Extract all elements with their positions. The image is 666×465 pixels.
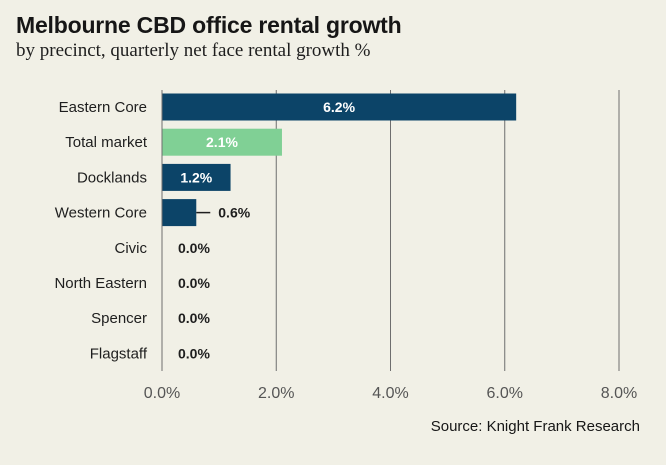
x-tick-label: 6.0% — [487, 385, 523, 402]
data-label: 6.2% — [323, 99, 355, 115]
category-label: Western Core — [55, 205, 147, 222]
data-label: 0.0% — [178, 345, 210, 361]
x-tick-label: 0.0% — [144, 385, 180, 402]
data-label: 2.1% — [206, 134, 238, 150]
x-tick-label: 8.0% — [601, 385, 637, 402]
x-tick-label: 4.0% — [372, 385, 408, 402]
x-tick-label: 2.0% — [258, 385, 294, 402]
data-label: 0.0% — [178, 275, 210, 291]
category-label: Civic — [115, 240, 148, 257]
data-label: 0.0% — [178, 310, 210, 326]
category-label: Eastern Core — [59, 99, 147, 116]
data-label: 0.0% — [178, 240, 210, 256]
category-label: Spencer — [91, 310, 147, 327]
data-label: 1.2% — [180, 169, 212, 185]
category-label: Total market — [65, 134, 148, 151]
bar — [162, 163, 231, 191]
category-label: Docklands — [77, 169, 147, 186]
data-label: 0.6% — [218, 205, 250, 221]
bar — [162, 93, 517, 121]
category-label: North Eastern — [54, 275, 147, 292]
category-label: Flagstaff — [90, 345, 148, 362]
bar — [162, 199, 197, 227]
chart-title: Melbourne CBD office rental growth — [16, 12, 402, 38]
source-note: Source: Knight Frank Research — [430, 418, 640, 435]
chart-subtitle: by precinct, quarterly net face rental g… — [16, 40, 371, 61]
bar — [162, 128, 282, 156]
